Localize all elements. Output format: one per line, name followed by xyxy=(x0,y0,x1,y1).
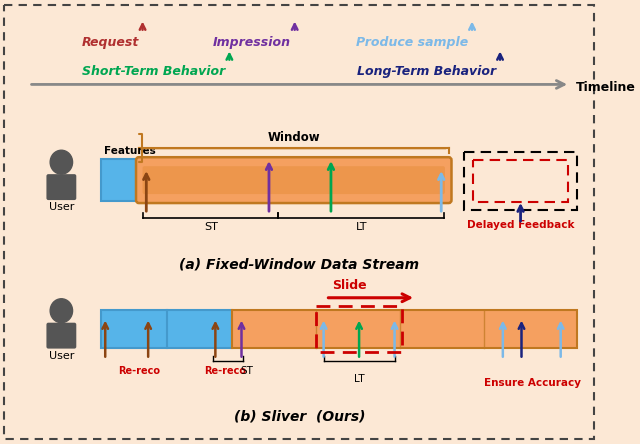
FancyBboxPatch shape xyxy=(100,159,140,201)
Text: Impression: Impression xyxy=(213,36,291,48)
Text: (b) Sliver  (Ours): (b) Sliver (Ours) xyxy=(234,409,365,424)
Text: ST: ST xyxy=(204,222,218,232)
Circle shape xyxy=(50,150,72,174)
Text: Window: Window xyxy=(268,131,320,144)
Circle shape xyxy=(50,299,72,323)
FancyBboxPatch shape xyxy=(47,174,76,200)
Bar xyxy=(316,306,402,352)
Text: User: User xyxy=(49,351,74,361)
FancyBboxPatch shape xyxy=(47,323,76,349)
Text: Short-Term Behavior: Short-Term Behavior xyxy=(83,66,226,79)
Text: Re-reco: Re-reco xyxy=(118,365,160,376)
Text: Produce sample: Produce sample xyxy=(356,36,468,48)
Text: Features: Features xyxy=(104,146,156,156)
Bar xyxy=(473,160,568,202)
Text: LT: LT xyxy=(355,222,367,232)
Text: ST: ST xyxy=(241,365,253,376)
Text: LT: LT xyxy=(354,373,364,384)
Text: Re-reco: Re-reco xyxy=(204,365,246,376)
FancyBboxPatch shape xyxy=(143,166,445,194)
Text: Timeline: Timeline xyxy=(575,81,636,94)
FancyBboxPatch shape xyxy=(136,157,451,203)
Text: Ensure Accuracy: Ensure Accuracy xyxy=(484,377,581,388)
Text: Long-Term Behavior: Long-Term Behavior xyxy=(357,66,496,79)
Text: Request: Request xyxy=(81,36,139,48)
Text: Delayed Feedback: Delayed Feedback xyxy=(467,220,574,230)
Bar xyxy=(463,152,577,210)
Bar xyxy=(232,310,577,348)
Text: User: User xyxy=(49,202,74,212)
Text: (a) Fixed-Window Data Stream: (a) Fixed-Window Data Stream xyxy=(179,258,419,272)
Bar xyxy=(102,310,232,348)
Text: Slide: Slide xyxy=(332,279,367,292)
